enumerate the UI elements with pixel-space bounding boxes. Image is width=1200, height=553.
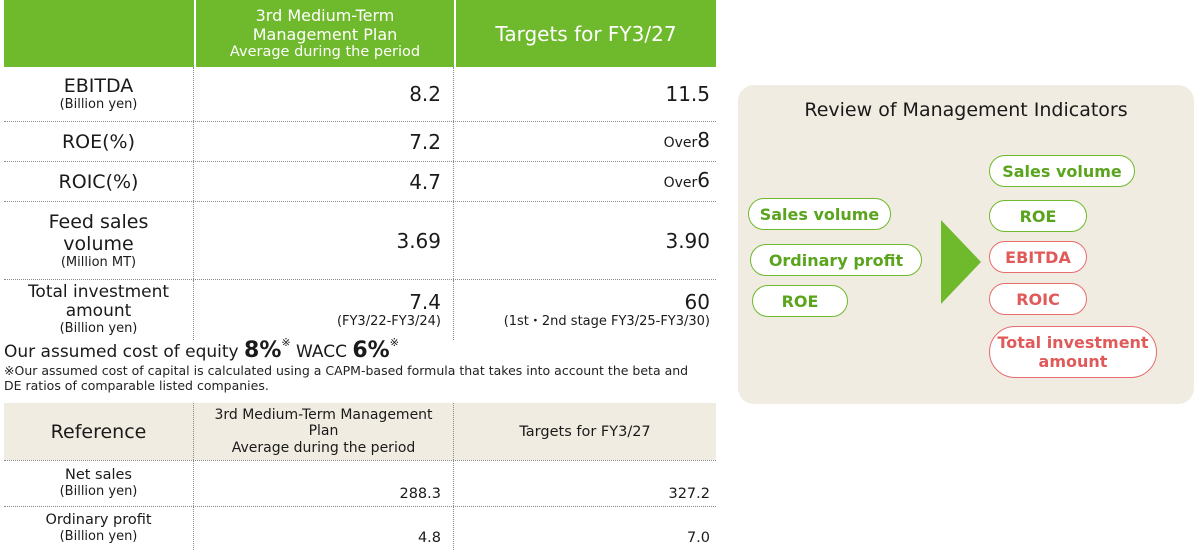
plan-value: 288.3: [194, 461, 454, 506]
wacc-value: 6%: [352, 338, 390, 363]
review-title: Review of Management Indicators: [804, 99, 1128, 121]
header-plan-line2: Management Plan: [252, 25, 398, 44]
target-value: 327.2: [668, 486, 710, 502]
wacc-label: WACC: [290, 342, 353, 362]
target-value: 6: [697, 168, 710, 192]
row-unit: (Billion yen): [59, 529, 138, 544]
row-target-cell: 11.5: [454, 67, 716, 121]
table-row-feed-sales: Feed sales volume (Million MT) 3.69 3.90: [4, 202, 716, 280]
target-value: 8: [697, 128, 710, 152]
row-label-cell: ROIC(%): [4, 162, 194, 201]
reference-header: Reference 3rd Medium-Term Management Pla…: [4, 403, 716, 460]
before-roe-pill: ROE: [752, 285, 848, 317]
reference-label: Reference: [4, 403, 194, 460]
table-row-roe: ROE(%) 7.2 Over8: [4, 122, 716, 162]
pill-line1: Total investment: [997, 333, 1149, 352]
header-plan-cell: 3rd Medium-Term Management Plan Average …: [196, 0, 454, 67]
target-period: (1st・2nd stage FY3/25-FY3/30): [503, 314, 710, 329]
row-unit: (Billion yen): [59, 97, 138, 112]
target-prefix: Over: [663, 175, 698, 191]
review-indicators-panel: Review of Management Indicators Sales vo…: [738, 85, 1194, 404]
after-total-investment-pill: Total investment amount: [989, 326, 1157, 378]
reference-table: Reference 3rd Medium-Term Management Pla…: [4, 403, 716, 550]
table-row-ebitda: EBITDA (Billion yen) 8.2 11.5: [4, 67, 716, 122]
after-ebitda-pill: EBITDA: [989, 241, 1087, 273]
table-row-total-investment: Total investment amount (Billion yen) 7.…: [4, 280, 716, 340]
row-label-line2: amount: [65, 301, 132, 321]
row-label-cell: Total investment amount (Billion yen): [4, 280, 194, 340]
header-target-cell: Targets for FY3/27: [456, 0, 716, 67]
plan-value: 4.8: [194, 507, 454, 550]
before-ordinary-profit-pill: Ordinary profit: [750, 244, 922, 276]
header-blank-cell: [4, 0, 194, 67]
row-target-cell: 60 (1st・2nd stage FY3/25-FY3/30): [454, 280, 716, 340]
coe-value: 8%: [244, 338, 282, 363]
target-value: 11.5: [665, 82, 710, 106]
target-value: 3.90: [665, 228, 710, 253]
row-label: ROE(%): [61, 130, 136, 153]
row-label: EBITDA: [63, 75, 134, 97]
row-label-cell: EBITDA (Billion yen): [4, 67, 194, 121]
ref-plan-line2: Plan: [308, 423, 339, 440]
row-label-line1: Total investment: [27, 282, 170, 302]
table-header: 3rd Medium-Term Management Plan Average …: [4, 0, 716, 67]
row-label-line1: Feed sales: [48, 210, 149, 233]
row-unit: (Billion yen): [59, 484, 138, 499]
target-value: 60: [684, 290, 710, 314]
plan-value: 8.2: [409, 82, 441, 106]
row-label-cell: Net sales (Billion yen): [4, 461, 194, 506]
reference-plan-header: 3rd Medium-Term Management Plan Average …: [194, 403, 454, 460]
row-label-cell: Feed sales volume (Million MT): [4, 202, 194, 279]
before-sales-volume-pill: Sales volume: [748, 198, 891, 230]
target-value: 7.0: [686, 530, 710, 546]
row-target-cell: Over6: [454, 162, 716, 201]
arrow-right-icon: [941, 220, 981, 304]
coe-note-mark: ※: [281, 336, 291, 349]
header-plan-line1: 3rd Medium-Term: [255, 6, 395, 25]
row-unit: (Million MT): [60, 254, 137, 270]
row-label: Net sales: [64, 467, 132, 483]
table-row-roic: ROIC(%) 4.7 Over6: [4, 162, 716, 202]
row-label: ROIC(%): [58, 170, 139, 193]
row-plan-cell: 8.2: [194, 67, 454, 121]
row-label-cell: ROE(%): [4, 122, 194, 161]
row-target-cell: Over8: [454, 122, 716, 161]
reference-row-ordinary-profit: Ordinary profit (Billion yen) 4.8 7.0: [4, 506, 716, 550]
after-sales-volume-pill: Sales volume: [989, 155, 1135, 187]
cost-of-equity-statement: Our assumed cost of equity 8%※ WACC 6%※: [4, 336, 399, 363]
row-target-cell: 3.90: [454, 202, 716, 279]
pill-line2: amount: [1038, 352, 1108, 371]
after-roe-pill: ROE: [989, 200, 1087, 232]
row-unit: (Billion yen): [59, 321, 138, 336]
footnote: ※Our assumed cost of capital is calculat…: [4, 363, 689, 393]
reference-target-header: Targets for FY3/27: [519, 423, 651, 440]
management-targets-table: 3rd Medium-Term Management Plan Average …: [4, 0, 716, 340]
wacc-note-mark: ※: [389, 336, 399, 349]
plan-value: 7.2: [409, 129, 441, 154]
ref-plan-line1: 3rd Medium-Term Management: [214, 406, 433, 423]
row-plan-cell: 7.2: [194, 122, 454, 161]
row-plan-cell: 4.7: [194, 162, 454, 201]
target-prefix: Over: [663, 135, 698, 151]
plan-value: 7.4: [409, 290, 441, 314]
coe-prefix: Our assumed cost of equity: [4, 342, 245, 362]
row-label-line2: volume: [63, 232, 134, 255]
row-plan-cell: 3.69: [194, 202, 454, 279]
header-plan-line3: Average during the period: [229, 44, 421, 60]
reference-row-net-sales: Net sales (Billion yen) 288.3 327.2: [4, 460, 716, 506]
plan-value: 4.7: [409, 169, 441, 194]
ref-plan-line3: Average during the period: [231, 439, 416, 456]
row-plan-cell: 7.4 (FY3/22-FY3/24): [194, 280, 454, 340]
plan-period: (FY3/22-FY3/24): [336, 314, 441, 329]
row-label-cell: Ordinary profit (Billion yen): [4, 507, 194, 550]
after-roic-pill: ROIC: [989, 283, 1087, 315]
plan-value: 3.69: [396, 228, 441, 253]
row-label: Ordinary profit: [45, 512, 152, 528]
